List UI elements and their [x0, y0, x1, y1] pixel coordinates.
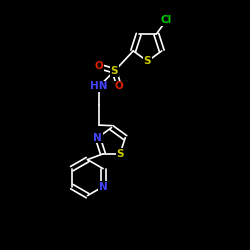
Text: HN: HN	[90, 82, 108, 92]
Text: S: S	[111, 66, 118, 76]
Text: S: S	[116, 149, 124, 159]
Text: O: O	[114, 82, 123, 92]
Text: N: N	[93, 133, 102, 143]
Text: S: S	[144, 56, 151, 66]
Text: O: O	[94, 62, 103, 72]
Text: N: N	[99, 182, 108, 192]
Text: Cl: Cl	[161, 15, 172, 25]
